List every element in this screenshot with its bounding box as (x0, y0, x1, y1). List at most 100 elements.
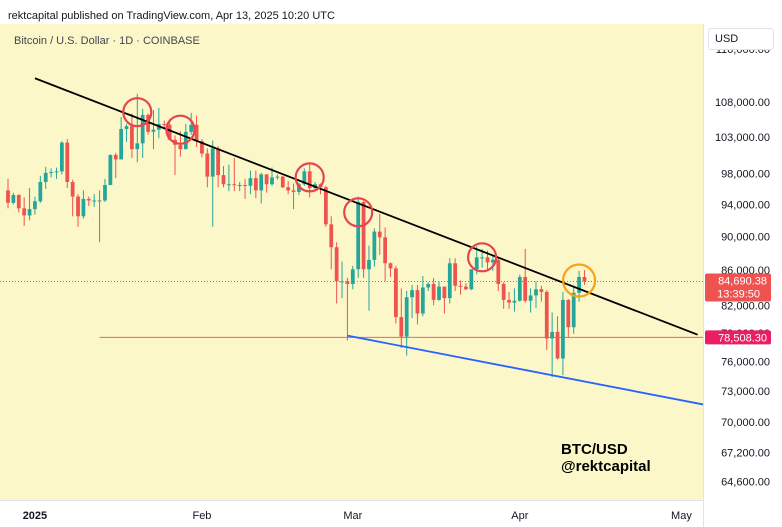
candle (356, 196, 361, 278)
highlight-circle-red (467, 242, 498, 273)
candle (426, 282, 431, 292)
candle-body (33, 201, 37, 210)
candle (334, 242, 339, 304)
candle (237, 181, 242, 192)
candle-body (394, 268, 398, 318)
candle (523, 248, 528, 303)
candle-body (6, 190, 10, 203)
candle-body (566, 299, 571, 328)
candle-body (16, 195, 21, 209)
candle-body (329, 224, 334, 248)
candle (49, 168, 53, 178)
candle (275, 174, 280, 180)
candle-body (291, 190, 296, 192)
price-tick-label: 76,000.00 (721, 356, 770, 368)
candle (140, 108, 145, 158)
candle (496, 257, 501, 292)
candle (189, 112, 194, 135)
candle-body (388, 263, 393, 269)
candle-body (577, 277, 581, 293)
candle (555, 316, 560, 360)
candle-body (140, 114, 145, 144)
time-tick-label: Mar (343, 510, 362, 522)
candle (323, 185, 328, 227)
candle-body (302, 171, 307, 185)
candle (135, 93, 140, 163)
candle (264, 174, 269, 193)
candle (253, 170, 258, 199)
candle (566, 299, 571, 338)
candle (399, 288, 404, 348)
candle-body (221, 175, 226, 185)
price-tick-label: 90,000.00 (721, 232, 770, 244)
candle-body (270, 177, 274, 185)
candle (372, 228, 377, 267)
candle-body (280, 176, 285, 188)
candle-body (119, 129, 124, 160)
candle (404, 291, 409, 356)
candle (27, 188, 32, 221)
candle-body (124, 126, 129, 130)
candle (415, 284, 420, 325)
candle-body (399, 317, 404, 337)
publish-info: rektcapital published on TradingView.com… (8, 10, 335, 22)
candle-body (372, 231, 377, 260)
candle-body (496, 259, 501, 284)
time-tick-label: Feb (192, 510, 211, 522)
price-tick-label: 70,000.00 (721, 417, 770, 429)
candle (81, 190, 86, 219)
candle-body (323, 187, 328, 225)
candle-body (458, 285, 463, 287)
candle-body (243, 185, 247, 187)
candle (550, 312, 555, 378)
candle-body (210, 148, 215, 177)
candle-body (528, 295, 533, 301)
candle-body (501, 283, 506, 300)
candle (453, 258, 458, 292)
candle (76, 194, 80, 227)
candle (517, 274, 522, 302)
highlight-circle-red (165, 114, 196, 145)
currency-button[interactable]: USD (708, 28, 774, 50)
candle-body (345, 281, 350, 284)
candle-body (555, 331, 560, 359)
candle (259, 172, 264, 204)
candle-body (205, 153, 210, 177)
candle (216, 146, 221, 188)
candle-body (307, 171, 312, 189)
candle-body (334, 247, 339, 282)
candle (38, 175, 43, 203)
price-tick-label: 73,000.00 (721, 386, 770, 398)
candle (388, 262, 393, 278)
candle (442, 286, 447, 314)
candle-body (189, 124, 194, 132)
candle-body (253, 178, 258, 191)
time-tick-label: 2025 (23, 510, 47, 522)
candle-body (539, 289, 544, 292)
price-tick-label: 94,000.00 (721, 199, 770, 211)
candle (340, 261, 344, 299)
candle-body (469, 269, 474, 290)
candle-body (453, 263, 458, 286)
candle (22, 197, 27, 226)
candle (507, 291, 511, 309)
candle (130, 113, 134, 158)
candle (86, 196, 91, 206)
candle (151, 110, 156, 150)
candle-body (361, 202, 366, 270)
candle (221, 166, 226, 188)
level-label-value: 78,508.30 (718, 332, 767, 344)
candle (394, 265, 398, 324)
candle-body (582, 277, 587, 282)
candle (162, 120, 167, 129)
candle (146, 113, 150, 135)
candle (431, 277, 436, 306)
level-label-bg (705, 330, 771, 345)
candle-body (275, 176, 280, 178)
candle-body (464, 286, 468, 290)
candle (561, 291, 565, 376)
candle-body (59, 142, 64, 172)
candle (539, 285, 544, 302)
candle-body (167, 124, 172, 140)
